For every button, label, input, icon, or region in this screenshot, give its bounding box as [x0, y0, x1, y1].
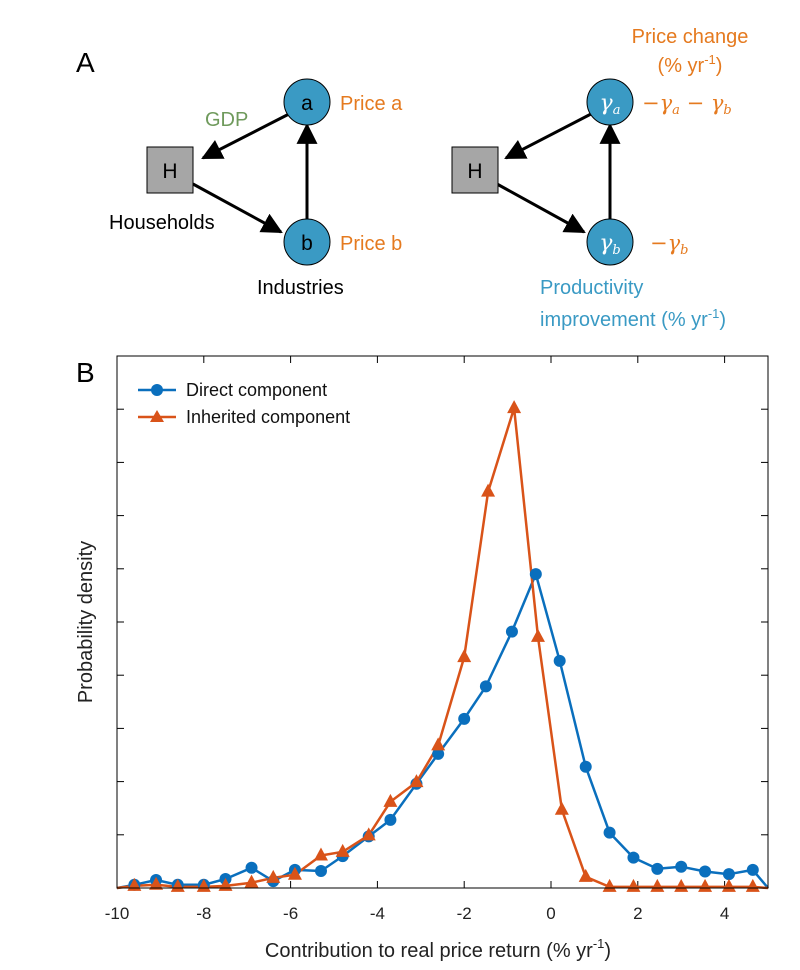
price-change-title: Price change — [632, 26, 749, 48]
series-line-inherited — [116, 406, 769, 890]
inherited-data-point — [626, 878, 641, 892]
network-left: H a b GDP Price a Price b Households Ind… — [109, 78, 403, 299]
households-node-label: H — [162, 160, 177, 183]
panel-a-letter: A — [76, 47, 95, 78]
direct-data-point — [746, 863, 759, 876]
inherited-data-point — [507, 400, 522, 414]
inherited-data-point — [287, 866, 302, 880]
inherited-data-point — [170, 878, 185, 892]
series-layer — [116, 400, 769, 892]
x-tick-label: -2 — [457, 904, 472, 923]
x-tick-label: -4 — [370, 904, 385, 923]
inherited-data-point — [409, 774, 424, 788]
inherited-data-point — [650, 878, 665, 892]
inherited-data-point — [244, 874, 259, 888]
industries-label: Industries — [257, 277, 344, 299]
price-a-label: Price a — [340, 93, 403, 115]
direct-data-point — [384, 813, 397, 826]
price-change-units: (% yr-1) — [658, 52, 723, 77]
inherited-data-point — [266, 869, 281, 883]
productivity-units: improvement (% yr-1) — [540, 306, 726, 331]
price-change-expr-b: −γb — [650, 231, 688, 258]
direct-data-point — [458, 712, 471, 725]
gamma-a-node — [586, 78, 634, 126]
x-ticks: -10 -8 -6 -4 -2 0 2 4 — [105, 356, 729, 923]
panel-b-letter: B — [76, 357, 95, 388]
direct-data-point — [505, 625, 518, 638]
price-change-expr-a: −γa − γb — [642, 91, 732, 118]
edge-gamma-a-to-h — [504, 112, 592, 160]
direct-data-point — [245, 861, 258, 874]
inherited-data-point — [674, 878, 689, 892]
inherited-data-point — [196, 878, 211, 892]
x-tick-label: 0 — [546, 904, 555, 923]
x-tick-label: 4 — [720, 904, 729, 923]
direct-data-point — [627, 851, 640, 864]
industry-a-label: a — [301, 92, 313, 115]
inherited-data-point — [481, 483, 496, 497]
density-chart: -10 -8 -6 -4 -2 0 2 4 Direct component Inherite… — [75, 355, 769, 962]
legend-inherited-marker — [150, 410, 164, 422]
industry-b-label: b — [301, 232, 313, 255]
direct-data-point — [603, 826, 616, 839]
direct-data-point — [314, 864, 327, 877]
direct-data-point — [479, 680, 492, 693]
direct-data-point — [722, 868, 735, 881]
gamma-b-node — [586, 218, 634, 266]
y-axis-title: Probability density — [75, 541, 97, 703]
inherited-data-point — [745, 878, 760, 892]
inherited-data-point — [602, 878, 617, 892]
gamma-a-node-label: γa — [600, 91, 621, 118]
inherited-data-point — [530, 628, 545, 642]
y-ticks — [117, 355, 768, 836]
inherited-data-point — [431, 737, 446, 751]
households-node — [146, 146, 194, 194]
direct-data-point — [432, 747, 445, 760]
direct-data-point — [675, 860, 688, 873]
edge-a-to-h — [201, 112, 290, 160]
legend-direct-marker — [151, 384, 163, 396]
x-tick-label: 2 — [633, 904, 642, 923]
inherited-data-point — [313, 847, 328, 861]
edge-h-to-b — [192, 182, 283, 234]
inherited-data-point — [457, 649, 472, 663]
axes-box — [116, 355, 769, 889]
edge-h-to-gamma-b — [496, 182, 586, 234]
industry-b-node — [283, 218, 331, 266]
legend-direct-label: Direct component — [186, 380, 327, 400]
gdp-label: GDP — [205, 109, 248, 131]
households-node-right-label: H — [467, 160, 482, 183]
direct-data-point — [699, 865, 712, 878]
inherited-data-point — [554, 801, 569, 815]
x-tick-label: -8 — [196, 904, 211, 923]
inherited-data-point — [721, 878, 736, 892]
direct-data-point — [651, 862, 664, 875]
x-axis-title: Contribution to real price return (% yr-… — [265, 936, 611, 962]
inherited-data-point — [383, 793, 398, 807]
legend: Direct component Inherited component — [138, 380, 350, 427]
network-right: H γa γb Price change (% yr-1) −γa − γb −… — [451, 26, 749, 331]
gamma-b-node-label: γb — [599, 231, 620, 258]
legend-inherited-label: Inherited component — [186, 407, 350, 427]
industry-a-node — [283, 78, 331, 126]
inherited-data-point — [698, 878, 713, 892]
x-tick-label: -6 — [283, 904, 298, 923]
x-tick-label: -10 — [105, 904, 130, 923]
inherited-data-point — [361, 827, 376, 841]
households-label: Households — [109, 212, 215, 234]
price-b-label: Price b — [340, 233, 402, 255]
inherited-data-point — [578, 868, 593, 882]
households-node-right — [451, 146, 499, 194]
direct-data-point — [579, 760, 592, 773]
direct-data-point — [553, 654, 566, 667]
inherited-data-point — [149, 876, 164, 890]
direct-data-point — [529, 568, 542, 581]
inherited-data-point — [335, 843, 350, 857]
productivity-title: Productivity — [540, 277, 643, 299]
